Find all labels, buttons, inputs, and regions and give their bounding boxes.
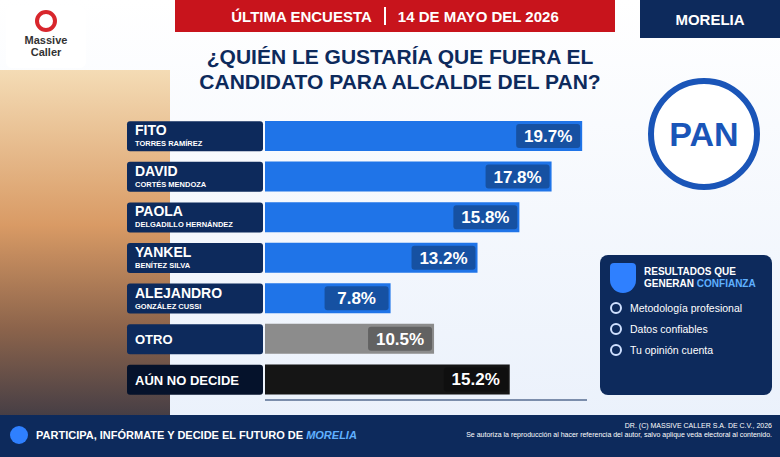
svg-text:10.5%: 10.5% bbox=[376, 330, 424, 349]
svg-text:FITO: FITO bbox=[135, 122, 167, 138]
svg-text:CORTÉS MENDOZA: CORTÉS MENDOZA bbox=[135, 180, 207, 189]
html-text:PARTICIPA, INFÓRMATE Y DECIDE: PARTICIPA, INFÓRMATE Y DECIDE EL FUTURO … bbox=[36, 429, 357, 441]
html-text:MORELIA: MORELIA bbox=[675, 10, 745, 28]
svg-text:YANKEL: YANKEL bbox=[135, 244, 192, 260]
svg-text:13.2%: 13.2% bbox=[419, 249, 467, 268]
svg-text:15.2%: 15.2% bbox=[452, 370, 500, 389]
html-text:¿QUIÉN LE GUSTARÍA QUE FUERA E: ¿QUIÉN LE GUSTARÍA QUE FUERA EL CANDIDAT… bbox=[199, 45, 601, 93]
html-text:14 DE MAYO DEL 2026: 14 DE MAYO DEL 2026 bbox=[397, 7, 559, 25]
svg-text:TORRES RAMÍREZ: TORRES RAMÍREZ bbox=[135, 139, 203, 148]
html-text:Tu opinión cuenta: Tu opinión cuenta bbox=[630, 344, 714, 356]
svg-text:ALEJANDRO: ALEJANDRO bbox=[135, 285, 222, 301]
html-text:DR. (C) MASSIVE CALLER S.A. DE: DR. (C) MASSIVE CALLER S.A. DE C.V., 202… bbox=[624, 422, 772, 429]
html-text:RESULTADOS QUE GENERAN CONFIAN: RESULTADOS QUE GENERAN CONFIANZA bbox=[644, 266, 756, 289]
html-text:Massive Caller: Massive Caller bbox=[24, 34, 68, 58]
html-text:Metodología profesional: Metodología profesional bbox=[630, 302, 743, 314]
svg-text:17.8%: 17.8% bbox=[493, 168, 541, 187]
html-text:ÚLTIMA ENCUESTA: ÚLTIMA ENCUESTA bbox=[231, 7, 372, 25]
svg-text:7.8%: 7.8% bbox=[337, 289, 376, 308]
svg-text:PAOLA: PAOLA bbox=[135, 203, 183, 219]
html-text:Datos confiables: Datos confiables bbox=[630, 323, 708, 335]
html-text:PAN: PAN bbox=[669, 114, 739, 153]
html-text:Se autoriza la reproducción al: Se autoriza la reproducción al hacer ref… bbox=[466, 431, 772, 438]
svg-text:AÚN NO DECIDE: AÚN NO DECIDE bbox=[135, 373, 239, 388]
svg-text:DAVID: DAVID bbox=[135, 163, 178, 179]
svg-text:OTRO: OTRO bbox=[135, 332, 173, 347]
svg-text:BENÍTEZ SILVA: BENÍTEZ SILVA bbox=[135, 261, 191, 270]
svg-text:GONZÁLEZ CUSSI: GONZÁLEZ CUSSI bbox=[135, 302, 201, 311]
svg-text:DELGADILLO HERNÁNDEZ: DELGADILLO HERNÁNDEZ bbox=[135, 220, 233, 229]
svg-text:15.8%: 15.8% bbox=[461, 208, 509, 227]
svg-text:19.7%: 19.7% bbox=[524, 127, 572, 146]
